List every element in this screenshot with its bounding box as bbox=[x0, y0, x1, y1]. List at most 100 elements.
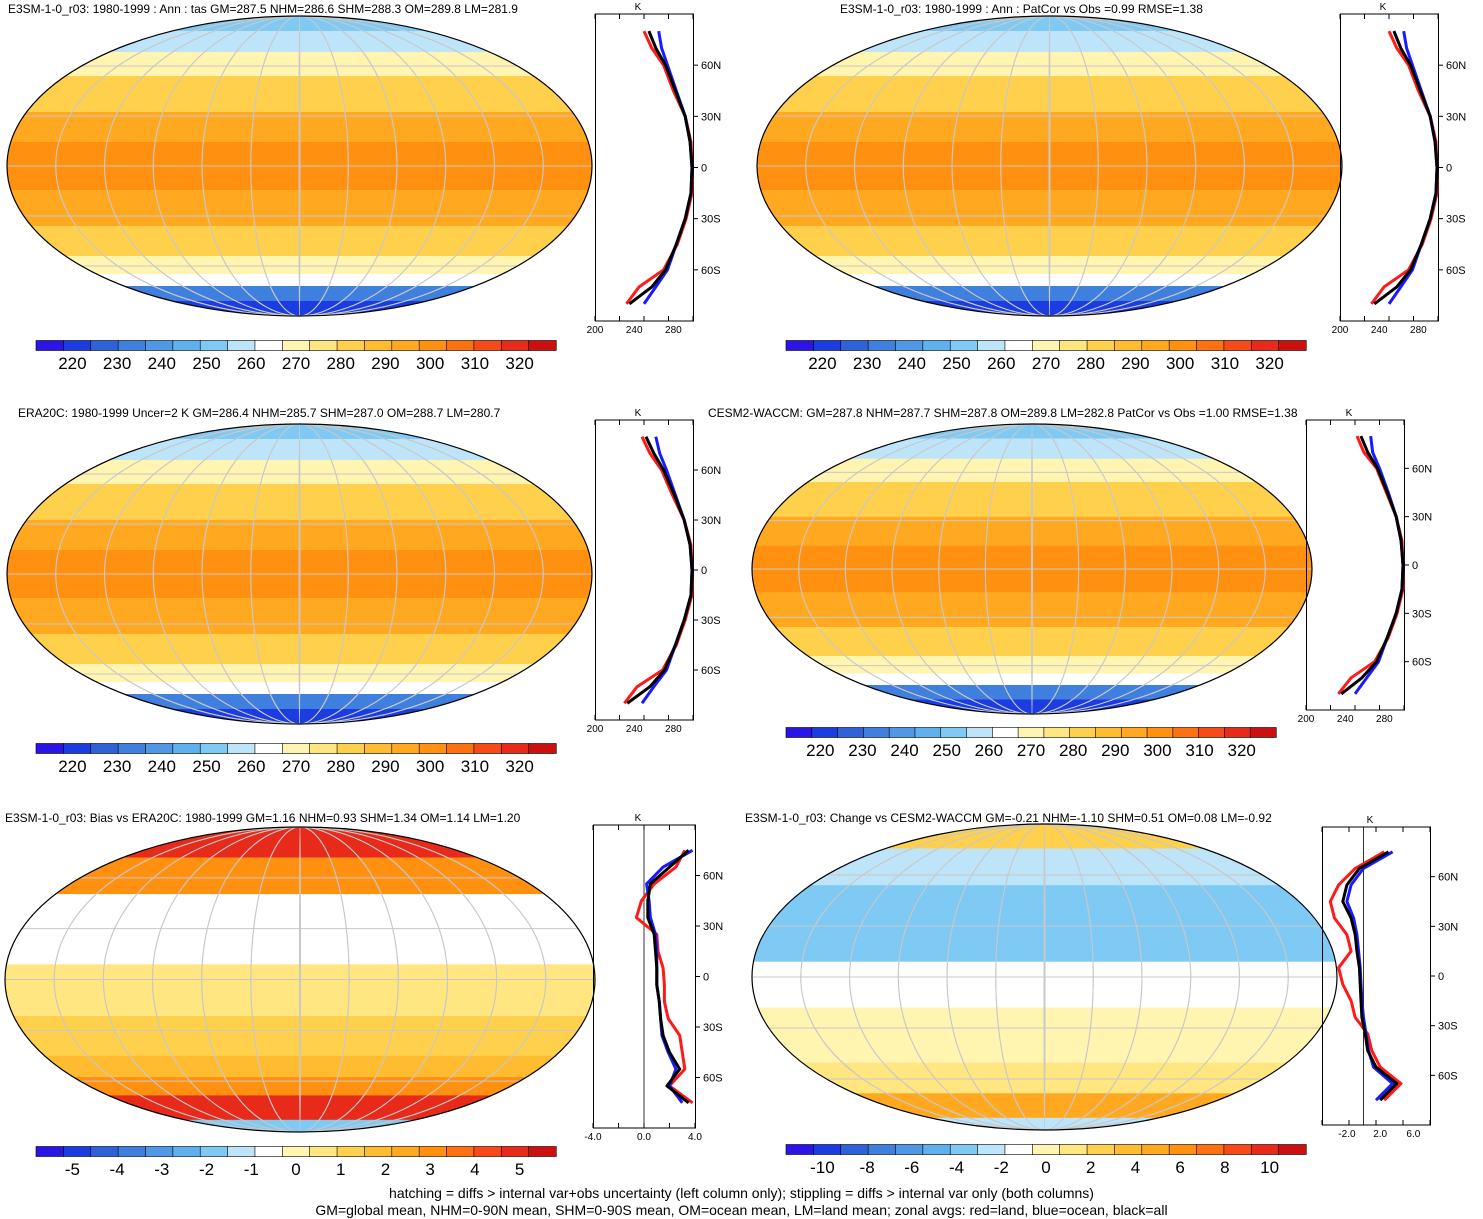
graticule-meridian bbox=[55, 424, 544, 724]
zonal-series-all bbox=[1340, 435, 1405, 696]
zonal-lat-tick-label: 30S bbox=[1446, 214, 1466, 226]
colorbar-swatch bbox=[117, 1146, 147, 1157]
graticule-meridian bbox=[102, 827, 498, 1132]
colorbar-swatch bbox=[1141, 340, 1170, 351]
colorbar-swatch bbox=[446, 1146, 475, 1157]
colorbar-tick-label: 0 bbox=[291, 1160, 300, 1179]
colorbar-swatch bbox=[254, 743, 283, 754]
zonal-lat-tick-label: 60S bbox=[703, 1073, 723, 1085]
colorbar-tick-label: 0 bbox=[1041, 1158, 1050, 1177]
colorbar-swatch bbox=[1224, 727, 1251, 738]
colorbar-tick-label: 220 bbox=[806, 741, 834, 760]
colorbar-tick-label: -3 bbox=[154, 1160, 169, 1179]
panel-title: CESM2-WACCM: GM=287.8 NHM=287.7 SHM=287.… bbox=[708, 406, 1298, 420]
colorbar-swatch bbox=[63, 1146, 92, 1157]
colorbar-swatch bbox=[418, 743, 448, 754]
colorbar-tick-label: 310 bbox=[1211, 354, 1239, 373]
zonal-lat-tick-label: 0 bbox=[701, 163, 707, 175]
colorbar-swatch bbox=[1017, 727, 1045, 738]
colorbar-tick-label: -5 bbox=[65, 1160, 80, 1179]
colorbar-tick-label: 8 bbox=[1220, 1158, 1229, 1177]
global-map bbox=[6, 423, 593, 725]
zonal-lat-tick-label: 30N bbox=[1446, 111, 1466, 123]
colorbar-swatch bbox=[528, 1146, 557, 1157]
colorbar-tick-label: -8 bbox=[860, 1158, 875, 1177]
zonal-unit-label: K bbox=[1346, 408, 1353, 419]
colorbar-swatch bbox=[309, 1146, 338, 1157]
colorbar-tick-label: 220 bbox=[808, 354, 836, 373]
zonal-x-tick-label: 240 bbox=[1337, 714, 1354, 725]
colorbar-swatch bbox=[145, 1146, 174, 1157]
colorbar-swatch bbox=[1146, 727, 1174, 738]
colorbar-tick-label: 320 bbox=[1228, 741, 1256, 760]
zonal-lat-tick-label: 60N bbox=[701, 465, 721, 477]
colorbar-tick-label: 280 bbox=[1077, 354, 1105, 373]
colorbar-swatch bbox=[1004, 1144, 1033, 1155]
colorbar-swatch bbox=[364, 1146, 393, 1157]
colorbar-swatch bbox=[1172, 727, 1200, 738]
colorbar-swatch bbox=[914, 727, 942, 738]
colorbar-tick-label: -1 bbox=[244, 1160, 259, 1179]
zonal-unit-label: K bbox=[635, 2, 642, 13]
graticule-meridian bbox=[897, 824, 1192, 1130]
zonal-mean-plot: K 60N 30N 0 30S 60S -2.0 2.0 6.0 bbox=[1321, 815, 1458, 1140]
colorbar-swatch bbox=[199, 1146, 229, 1157]
graticule-meridian bbox=[1000, 16, 1099, 316]
global-map bbox=[751, 823, 1338, 1131]
colorbar-tick-label: 310 bbox=[461, 354, 489, 373]
zonal-x-tick-label: 280 bbox=[665, 724, 682, 735]
colorbar-swatch bbox=[1278, 340, 1307, 351]
zonal-series-land bbox=[1328, 850, 1403, 1102]
graticule-meridian bbox=[951, 16, 1148, 316]
zonal-lat-tick-label: 60N bbox=[1438, 872, 1458, 884]
zonal-series-all bbox=[626, 436, 694, 705]
colorbar-tick-label: 220 bbox=[58, 354, 86, 373]
graticule-meridian bbox=[844, 424, 1220, 714]
map-outline bbox=[6, 423, 593, 725]
colorbar-tick-label: 240 bbox=[148, 354, 176, 373]
colorbar-tick-label: 6 bbox=[1175, 1158, 1184, 1177]
colorbar: 220 230 240 250 260 270 280 290 300 310 320 bbox=[785, 340, 1307, 373]
colorbar-tick-label: 10 bbox=[1260, 1158, 1279, 1177]
colorbar-swatch bbox=[867, 340, 897, 351]
colorbar-swatch bbox=[227, 743, 256, 754]
colorbar-tick-label: 2 bbox=[381, 1160, 390, 1179]
graticule-meridian bbox=[152, 827, 448, 1132]
colorbar-swatch bbox=[172, 743, 201, 754]
colorbar-tick-label: 320 bbox=[1255, 354, 1283, 373]
colorbar: -5 -4 -3 -2 -1 0 1 2 3 4 5 bbox=[35, 1146, 557, 1179]
colorbar-swatch bbox=[446, 743, 475, 754]
colorbar-swatch bbox=[1114, 1144, 1143, 1155]
zonal-mean-plot: K 60N 30N 0 30S 60S 200 240 280 bbox=[587, 408, 722, 735]
colorbar-swatch bbox=[35, 340, 64, 351]
colorbar-swatch bbox=[813, 340, 842, 351]
colorbar-swatch bbox=[1059, 1144, 1088, 1155]
colorbar-tick-label: 250 bbox=[192, 757, 220, 776]
zonal-x-tick-label: 200 bbox=[1298, 714, 1315, 725]
colorbar-tick-label: 300 bbox=[1166, 354, 1194, 373]
graticule-meridian bbox=[201, 424, 398, 724]
colorbar-swatch bbox=[35, 743, 64, 754]
colorbar-swatch bbox=[336, 743, 366, 754]
zonal-x-tick-label: 240 bbox=[626, 325, 643, 336]
colorbar-tick-label: 260 bbox=[987, 354, 1015, 373]
zonal-lat-tick-label: 30S bbox=[1412, 608, 1432, 620]
global-map bbox=[756, 15, 1343, 317]
zonal-lat-tick-label: 0 bbox=[701, 565, 707, 577]
graticule-meridian bbox=[298, 16, 301, 316]
zonal-lat-tick-label: 30N bbox=[1412, 512, 1432, 524]
colorbar-swatch bbox=[473, 1146, 502, 1157]
colorbar-swatch bbox=[1278, 1144, 1307, 1155]
colorbar-swatch bbox=[364, 743, 393, 754]
colorbar-tick-label: 290 bbox=[1121, 354, 1149, 373]
zonal-lat-tick-label: 30S bbox=[701, 214, 721, 226]
zonal-lat-tick-label: 30S bbox=[1438, 1021, 1458, 1033]
zonal-lat-tick-label: 30S bbox=[703, 1022, 723, 1034]
colorbar-swatch bbox=[922, 1144, 951, 1155]
graticule-meridian bbox=[152, 424, 447, 724]
graticule-meridian bbox=[938, 424, 1126, 714]
colorbar-tick-label: 4 bbox=[470, 1160, 479, 1179]
graticule-meridian bbox=[984, 424, 1080, 714]
colorbar-tick-label: 5 bbox=[515, 1160, 524, 1179]
zonal-lat-tick-label: 30N bbox=[703, 921, 723, 933]
